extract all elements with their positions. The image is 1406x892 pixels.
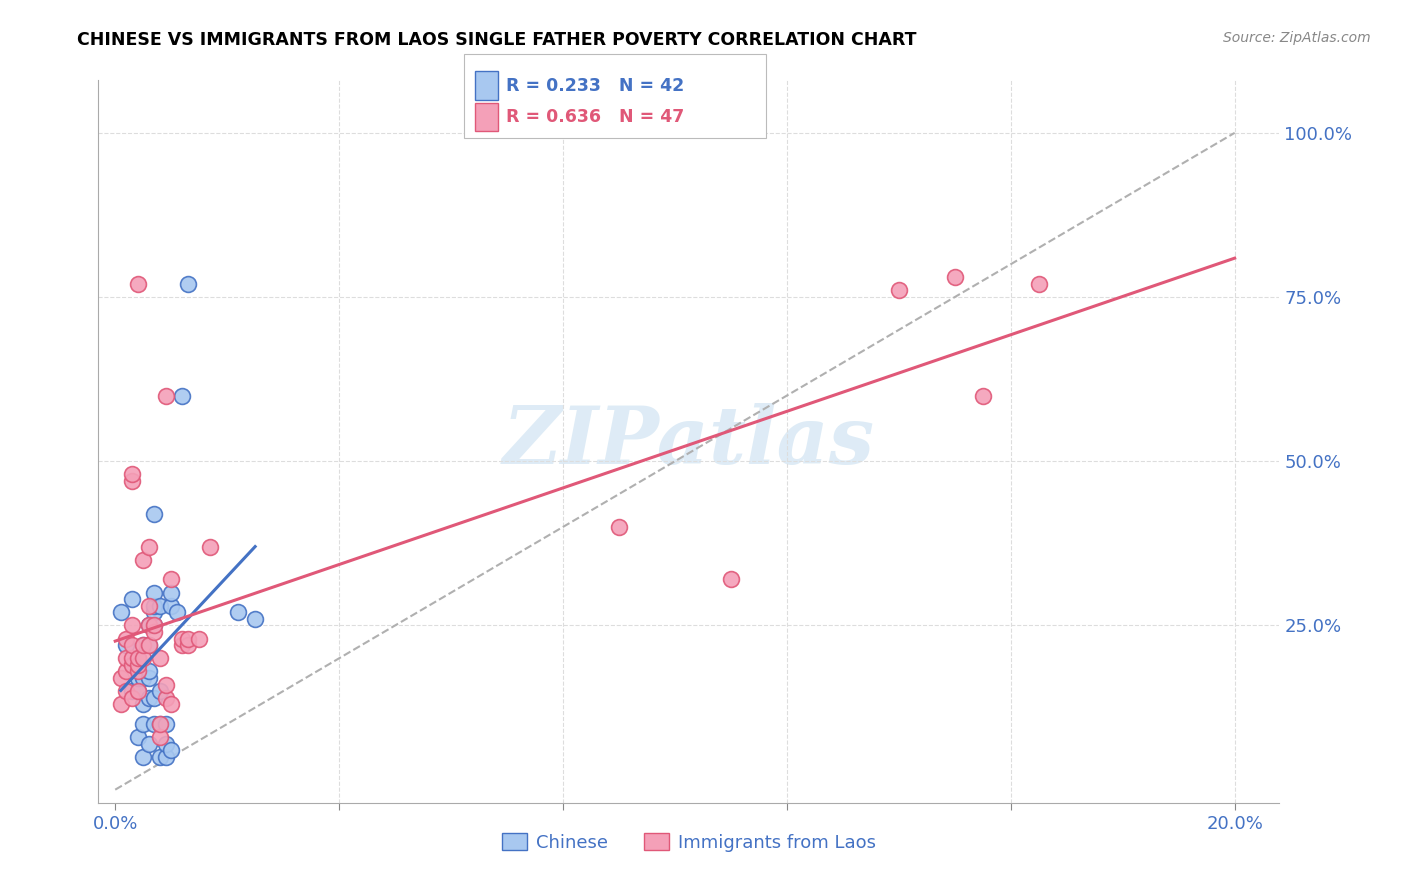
Point [121,690,143,705]
Point [155,717,177,731]
Point [1028,277,1050,291]
Point [160,599,183,613]
Point [121,618,143,632]
Point [127,684,149,698]
Point [172,632,194,646]
Point [132,749,155,764]
Bar [475,71,498,100]
Point [138,638,160,652]
Point [149,730,172,744]
Point [138,618,160,632]
Point [132,698,155,712]
Point [138,638,160,652]
Point [155,690,177,705]
Point [149,651,172,665]
Point [177,632,200,646]
Point [138,690,160,705]
Point [143,605,166,619]
Point [143,507,166,521]
Point [132,651,155,665]
Point [115,632,138,646]
Point [115,638,138,652]
Point [972,388,994,402]
Point [127,651,149,665]
Point [132,638,155,652]
Point [121,657,143,672]
Point [143,625,166,640]
Point [138,671,160,685]
Point [127,684,149,698]
Point [160,573,183,587]
Point [143,690,166,705]
Point [132,717,155,731]
Point [132,553,155,567]
Point [243,612,266,626]
Text: CHINESE VS IMMIGRANTS FROM LAOS SINGLE FATHER POVERTY CORRELATION CHART: CHINESE VS IMMIGRANTS FROM LAOS SINGLE F… [77,31,917,49]
Text: Source: ZipAtlas.com: Source: ZipAtlas.com [1223,31,1371,45]
Point [143,717,166,731]
Point [166,605,188,619]
Point [149,717,172,731]
Point [143,618,166,632]
Point [200,540,222,554]
FancyBboxPatch shape [464,54,766,138]
Point [138,737,160,751]
Point [149,717,172,731]
Point [160,743,183,757]
Point [720,573,742,587]
Point [127,671,149,685]
Point [138,599,160,613]
Point [115,651,138,665]
Point [127,651,149,665]
Point [127,730,149,744]
Point [155,737,177,751]
Point [121,638,143,652]
Point [127,665,149,679]
Point [155,749,177,764]
Point [943,270,966,285]
Legend: Chinese, Immigrants from Laos: Chinese, Immigrants from Laos [495,826,883,859]
Text: R = 0.233   N = 42: R = 0.233 N = 42 [506,77,685,95]
Point [172,638,194,652]
Bar [475,103,498,131]
Point [155,388,177,402]
Point [127,277,149,291]
Point [121,474,143,488]
Point [138,665,160,679]
Point [177,277,200,291]
Point [160,698,183,712]
Point [172,388,194,402]
Point [143,585,166,599]
Point [887,284,910,298]
Point [138,540,160,554]
Text: R = 0.636   N = 47: R = 0.636 N = 47 [506,108,685,126]
Point [149,749,172,764]
Text: ZIPatlas: ZIPatlas [503,403,875,480]
Point [177,638,200,652]
Point [132,638,155,652]
Point [132,671,155,685]
Point [115,684,138,698]
Point [607,520,630,534]
Point [121,684,143,698]
Point [228,605,250,619]
Point [110,605,132,619]
Point [143,599,166,613]
Point [138,618,160,632]
Point [149,599,172,613]
Point [110,671,132,685]
Point [121,657,143,672]
Point [143,618,166,632]
Point [121,651,143,665]
Point [110,698,132,712]
Point [160,585,183,599]
Point [188,632,211,646]
Point [121,467,143,482]
Point [149,684,172,698]
Point [155,677,177,691]
Point [121,592,143,607]
Point [127,657,149,672]
Point [115,665,138,679]
